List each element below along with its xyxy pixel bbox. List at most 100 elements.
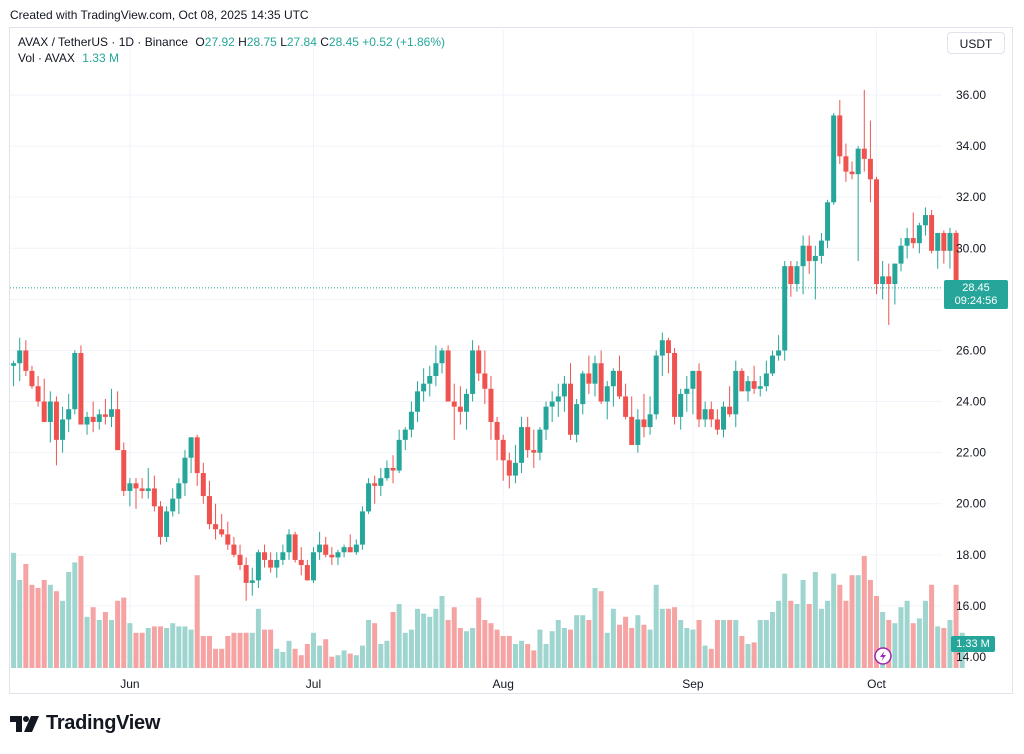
- volume-bar: [41, 580, 47, 668]
- candle-body: [347, 547, 353, 553]
- lightning-icon[interactable]: [874, 647, 892, 665]
- volume-bar: [641, 624, 647, 668]
- volume-bar: [861, 556, 867, 668]
- candle-body: [555, 396, 561, 402]
- volume-bar: [359, 645, 365, 668]
- volume-bar: [225, 636, 231, 668]
- candle-body: [298, 559, 304, 566]
- candle-body: [543, 406, 549, 430]
- volume-bar: [127, 623, 133, 668]
- candle-body: [482, 373, 488, 389]
- volume-bar: [115, 600, 121, 668]
- candle-body: [537, 429, 543, 453]
- candle-body: [262, 552, 268, 560]
- change-value: +0.52 (+1.86%): [362, 35, 446, 49]
- candle-body: [415, 391, 421, 412]
- volume-bar: [635, 615, 641, 668]
- candle-body: [525, 427, 531, 451]
- volume-bar: [219, 648, 225, 668]
- volume-bar: [451, 607, 457, 668]
- volume-bar: [512, 644, 518, 668]
- high-label: H: [238, 35, 247, 49]
- candle-body: [231, 544, 237, 555]
- candle-body: [433, 363, 439, 376]
- candle-body: [837, 115, 843, 157]
- volume-bar: [476, 597, 482, 668]
- candle-body: [561, 383, 567, 397]
- candle-body: [476, 350, 482, 374]
- volume-bar: [818, 608, 824, 668]
- volume-bar: [592, 588, 598, 668]
- volume-bar: [763, 620, 769, 668]
- volume-bar: [102, 612, 108, 668]
- volume-bar: [133, 632, 139, 668]
- candle-body: [11, 363, 17, 366]
- y-tick-label: 26.00: [956, 343, 986, 357]
- volume-bar: [684, 628, 690, 668]
- volume-bar: [396, 604, 402, 668]
- candle-body: [145, 488, 151, 491]
- volume-bar: [298, 655, 304, 668]
- volume-bar: [574, 615, 580, 668]
- volume-bar: [366, 620, 372, 668]
- candle-body: [782, 266, 788, 351]
- volume-bar: [721, 620, 727, 668]
- volume-bar: [586, 620, 592, 668]
- volume-bar: [727, 620, 733, 668]
- open-value: 27.92: [204, 35, 235, 49]
- volume-bar: [53, 591, 59, 668]
- candle-body: [757, 386, 763, 389]
- candle-body: [812, 255, 818, 262]
- candle-body: [243, 565, 249, 583]
- volume-bar: [445, 620, 451, 668]
- volume-bar: [935, 626, 941, 668]
- volume-bar: [421, 613, 427, 668]
- volume-bar: [696, 620, 702, 668]
- symbol-name[interactable]: AVAX / TetherUS · 1D · Binance: [18, 35, 189, 49]
- volume-bar: [874, 596, 880, 668]
- volume-bar: [941, 628, 947, 668]
- candle-body: [384, 467, 390, 479]
- volume-bar: [280, 652, 286, 668]
- volume-bar: [206, 636, 212, 668]
- volume-bar: [751, 642, 757, 668]
- candle-body: [115, 409, 121, 451]
- candle-body: [182, 457, 188, 484]
- volume-bar: [561, 628, 567, 668]
- candle-body: [788, 266, 794, 285]
- candle-body: [17, 350, 23, 364]
- candle-body: [904, 238, 910, 246]
- candle-body: [702, 409, 708, 420]
- volume-bar: [17, 580, 23, 668]
- candle-body: [60, 419, 66, 440]
- close-value: 28.45: [328, 35, 359, 49]
- volume-bar: [310, 632, 316, 668]
- candle-body: [151, 488, 157, 507]
- candle-body: [170, 498, 176, 512]
- volume-bar: [145, 628, 151, 668]
- volume-bar: [843, 600, 849, 668]
- candle-body: [616, 370, 622, 397]
- volume-bar: [531, 650, 537, 668]
- volume-bar: [463, 631, 469, 668]
- candle-body: [898, 245, 904, 264]
- candle-body: [549, 401, 555, 407]
- volume-bar: [262, 629, 268, 668]
- candle-body: [818, 240, 824, 256]
- volume-bar: [72, 562, 78, 668]
- volume-bar: [769, 612, 775, 668]
- candle-body: [286, 534, 292, 553]
- volume-bar: [66, 572, 72, 668]
- currency-button[interactable]: USDT: [947, 32, 1005, 54]
- volume-bar: [610, 608, 616, 668]
- volume-bar: [782, 573, 788, 668]
- volume-bar: [757, 620, 763, 668]
- volume-bar: [616, 624, 622, 668]
- candle-body: [84, 416, 90, 425]
- candle-body: [41, 401, 47, 422]
- volume-bar: [457, 628, 463, 668]
- volume-bar: [806, 604, 812, 668]
- volume-bar: [568, 629, 574, 668]
- tradingview-logo[interactable]: TradingView: [10, 712, 160, 735]
